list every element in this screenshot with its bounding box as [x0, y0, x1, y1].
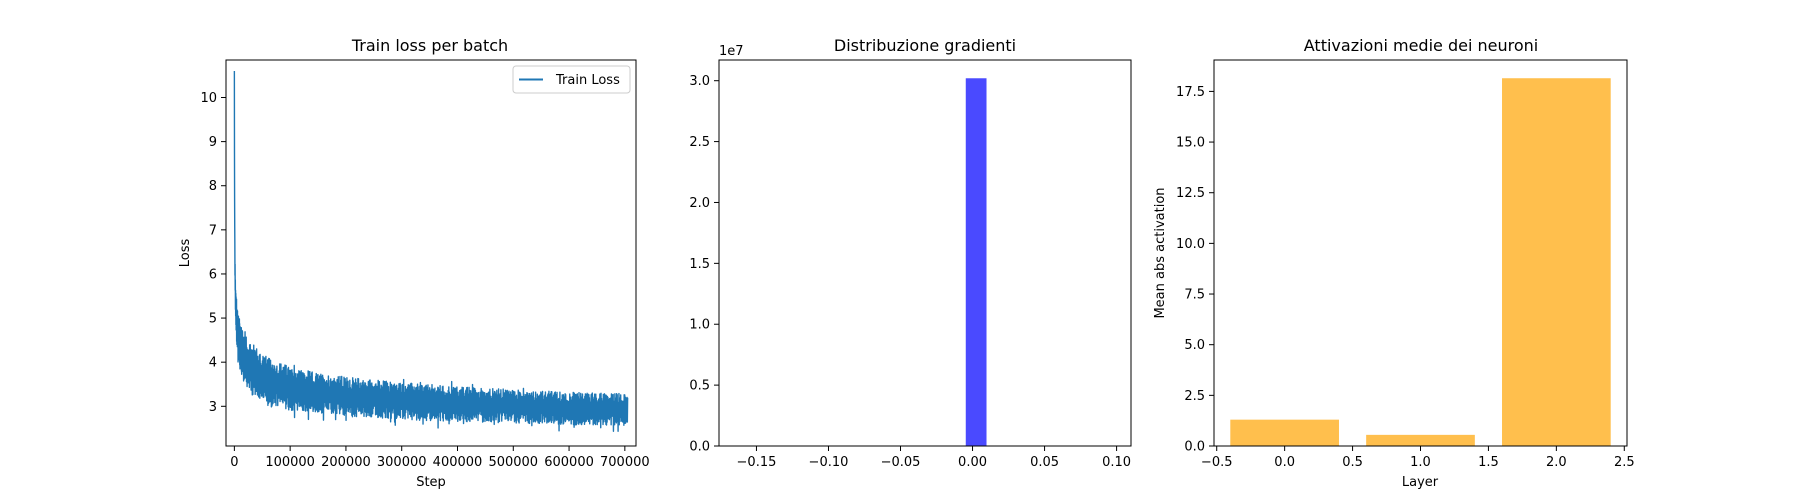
y-tick-label: 12.5 — [1176, 186, 1205, 201]
y-tick-label: 3.0 — [689, 74, 710, 89]
x-tick-label: 2.0 — [1546, 455, 1567, 470]
y-tick-label: 2.5 — [689, 135, 710, 150]
chart-title: Distribuzione gradienti — [834, 36, 1016, 55]
y-tick-label: 1.5 — [689, 257, 710, 272]
y-tick-label: 0.0 — [1184, 440, 1205, 455]
loss-chart: Train loss per batch 0 100000 200000 300000… — [178, 36, 650, 490]
x-tick-label: 0.10 — [1102, 455, 1131, 470]
legend-entry: Train Loss — [555, 73, 620, 88]
x-tick-label: −0.15 — [737, 455, 777, 470]
x-tick-label: 0 — [230, 455, 238, 470]
y-tick-label: 6 — [209, 267, 217, 282]
x-axis-label: Step — [416, 475, 446, 490]
y-axis-label: Mean abs activation — [1153, 187, 1168, 318]
y-tick-label: 2.0 — [689, 196, 710, 211]
y-tick-label: 0.5 — [689, 379, 710, 394]
activation-bar-chart: Attivazioni medie dei neuroni −0.5 0.0 0.5… — [1153, 36, 1635, 490]
x-tick-label: 700000 — [600, 455, 650, 470]
plot-frame — [225, 59, 637, 447]
x-tick-label: 400000 — [433, 455, 483, 470]
x-tick-label: −0.05 — [881, 455, 921, 470]
y-tick-label: 9 — [209, 135, 217, 150]
y-tick-label: 7 — [209, 223, 217, 238]
y-tick-label: 4 — [209, 356, 217, 371]
x-axis-label: Layer — [1402, 475, 1439, 490]
y-tick-label: 0.0 — [689, 440, 710, 455]
x-tick-label: 0.0 — [1274, 455, 1295, 470]
x-tick-label: 0.05 — [1030, 455, 1059, 470]
x-tick-label: 0.00 — [958, 455, 987, 470]
x-tick-label: 2.5 — [1614, 455, 1635, 470]
x-tick-label: 100000 — [265, 455, 315, 470]
x-tick-label: 200000 — [321, 455, 371, 470]
x-tick-label: −0.10 — [809, 455, 849, 470]
x-tick-label: −0.5 — [1201, 455, 1233, 470]
bar — [1366, 434, 1475, 446]
y-offset-label: 1e7 — [719, 44, 744, 59]
y-axis-label: Loss — [178, 239, 193, 268]
y-tick-label: 2.5 — [1184, 389, 1205, 404]
y-tick-label: 1.0 — [689, 318, 710, 333]
y-tick-label: 5.0 — [1184, 338, 1205, 353]
x-tick-label: 1.0 — [1410, 455, 1431, 470]
plot-frame — [718, 59, 1132, 447]
y-tick-label: 3 — [209, 400, 217, 415]
gradient-histogram: Distribuzione gradienti −0.15 −0.10 −0.05 0… — [689, 36, 1132, 470]
bar — [1230, 419, 1339, 446]
x-tick-label: 300000 — [377, 455, 427, 470]
series-line — [233, 71, 629, 432]
y-tick-label: 5 — [209, 312, 217, 327]
y-tick-label: 15.0 — [1176, 136, 1205, 151]
y-tick-label: 17.5 — [1176, 85, 1205, 100]
bar — [1502, 78, 1611, 447]
legend-box — [512, 65, 631, 94]
x-tick-label: 500000 — [488, 455, 538, 470]
y-tick-label: 10 — [200, 91, 217, 106]
y-tick-label: 10.0 — [1176, 237, 1205, 252]
x-tick-label: 0.5 — [1342, 455, 1363, 470]
y-tick-label: 8 — [209, 179, 217, 194]
y-tick-label: 7.5 — [1184, 288, 1205, 303]
x-tick-label: 1.5 — [1478, 455, 1499, 470]
chart-title: Train loss per batch — [351, 36, 508, 55]
chart-title: Attivazioni medie dei neuroni — [1304, 36, 1538, 55]
x-tick-label: 600000 — [544, 455, 594, 470]
legend: Train Loss — [512, 65, 631, 94]
histogram-bar — [965, 78, 987, 446]
